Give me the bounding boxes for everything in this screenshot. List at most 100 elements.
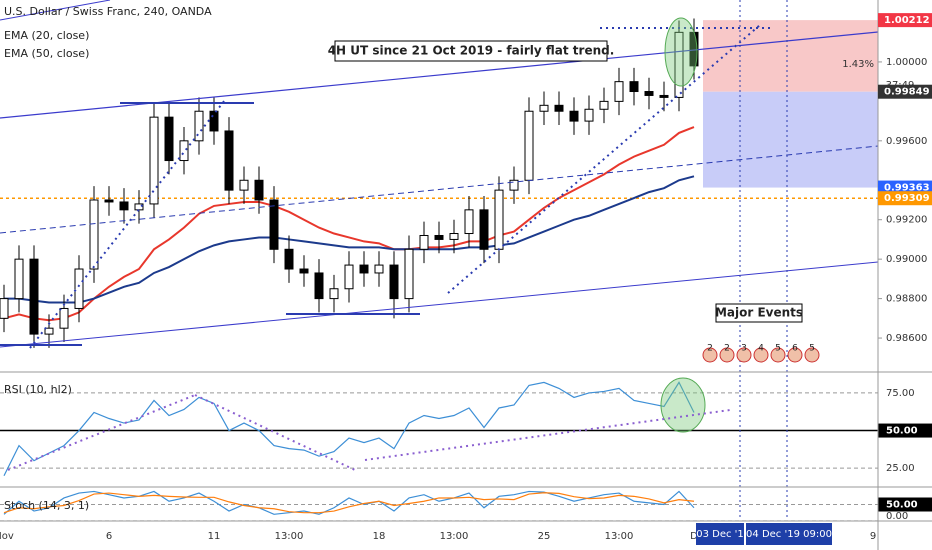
candle-body	[479, 209, 489, 250]
candle-body	[599, 100, 609, 110]
tick-label-bg	[878, 497, 932, 512]
candle-body	[329, 288, 339, 300]
countdown: 37:49	[886, 80, 915, 91]
candle-body	[554, 104, 564, 112]
price-label-bg	[878, 191, 932, 206]
x-tick-label: 9	[870, 531, 876, 542]
x-tick-label: 13:00	[440, 531, 469, 542]
candle-body	[449, 233, 459, 240]
trend-line	[447, 24, 761, 294]
note: 4H UT since 21 Oct 2019 - fairly flat tr…	[328, 44, 615, 58]
candle-body	[344, 264, 354, 290]
y-tick-label: 0.98600	[886, 333, 927, 344]
highlight	[664, 17, 698, 87]
candle-body	[0, 298, 9, 319]
cursor-label-bg	[696, 523, 744, 545]
plot-layer: 1.00000 0.99600 0.99200 0.99000 0.98800 0.986…	[0, 18, 932, 542]
candle-body	[104, 199, 114, 203]
candle-body	[644, 91, 654, 96]
candle-body	[584, 108, 594, 122]
y-tick-label: 0.99200	[886, 215, 927, 226]
event-flag	[804, 347, 820, 363]
trend-line	[0, 0, 111, 21]
x-tick-label: 18	[373, 531, 386, 542]
target-zone	[703, 20, 878, 92]
trend-line	[364, 409, 731, 461]
x-tick-label: 13:00	[605, 531, 634, 542]
candle-body	[164, 116, 174, 162]
x-tick-label: 6	[106, 531, 112, 542]
event-flag-label: 5	[809, 344, 815, 354]
event-flag	[770, 347, 786, 363]
candle-body	[239, 179, 249, 191]
event-flag-label: 5	[775, 344, 781, 354]
pane-title: RSI (10, hl2)	[4, 383, 72, 396]
candle-body	[629, 81, 639, 93]
candle-body	[269, 199, 279, 250]
ema-line	[3, 126, 695, 322]
x-tick-label: 25	[538, 531, 551, 542]
price-label-bg	[878, 13, 932, 28]
price-label: 0.99849	[884, 87, 930, 98]
y-tick-label: 1.00000	[886, 57, 927, 68]
rsi-line	[3, 381, 695, 476]
event-flag	[736, 347, 752, 363]
candle-body	[149, 116, 159, 205]
trend-line	[0, 145, 879, 234]
candle-body	[659, 94, 669, 98]
event-flag-label: 6	[792, 344, 798, 354]
candle-body	[44, 327, 54, 335]
candle-body	[14, 258, 24, 300]
event-flag-label: 4	[758, 344, 764, 354]
candle-body	[59, 307, 69, 329]
cursor-label: 04 Dec '19 09:00	[746, 529, 832, 540]
candle-body	[74, 268, 84, 309]
candle-body	[434, 234, 444, 240]
note-box	[715, 303, 803, 323]
candle-body	[539, 104, 549, 112]
price-label: 0.99309	[884, 193, 930, 204]
y-tick-label: 0.00	[886, 511, 908, 522]
candle-body	[374, 264, 384, 274]
y-tick-label: 50.00	[886, 426, 918, 437]
trend-line	[29, 99, 226, 349]
price-label-bg	[878, 84, 932, 99]
y-tick-label: 50.00	[886, 500, 918, 511]
price-label: 0.99363	[884, 183, 930, 194]
candle-body	[224, 130, 234, 191]
percent-label: 1.43%	[842, 59, 874, 70]
candle-body	[569, 110, 579, 122]
event-flag	[753, 347, 769, 363]
trend-line	[0, 261, 879, 348]
candle-body	[119, 201, 129, 211]
candle-body	[299, 268, 309, 274]
candle-body	[254, 179, 264, 201]
event-flag-label: 3	[741, 344, 747, 354]
event-flag-label: 2	[707, 344, 713, 354]
candle-body	[464, 209, 474, 235]
candle-body	[89, 199, 99, 270]
y-tick-label: 0.98800	[886, 294, 927, 305]
legend-entry: EMA (20, close)	[4, 29, 89, 42]
candle-body	[194, 110, 204, 142]
candle-body	[419, 234, 429, 250]
candle-body	[614, 81, 624, 102]
event-flag-label: 2	[724, 344, 730, 354]
highlight	[660, 377, 706, 433]
candle-body	[314, 272, 324, 300]
event-flag	[719, 347, 735, 363]
candle-body	[524, 110, 534, 181]
note: Major Events	[715, 306, 803, 320]
note-box	[334, 40, 608, 62]
x-tick-label: 11	[208, 531, 221, 542]
candle-body	[179, 140, 189, 162]
stoch-line	[3, 492, 695, 514]
candle-body	[209, 110, 219, 132]
candle-body	[509, 179, 519, 191]
pane-title: Stoch (14, 3, 1)	[4, 499, 89, 512]
tick-label-bg	[878, 423, 932, 438]
candle-body	[389, 264, 399, 300]
stoch-line	[3, 490, 695, 515]
event-flag	[702, 347, 718, 363]
